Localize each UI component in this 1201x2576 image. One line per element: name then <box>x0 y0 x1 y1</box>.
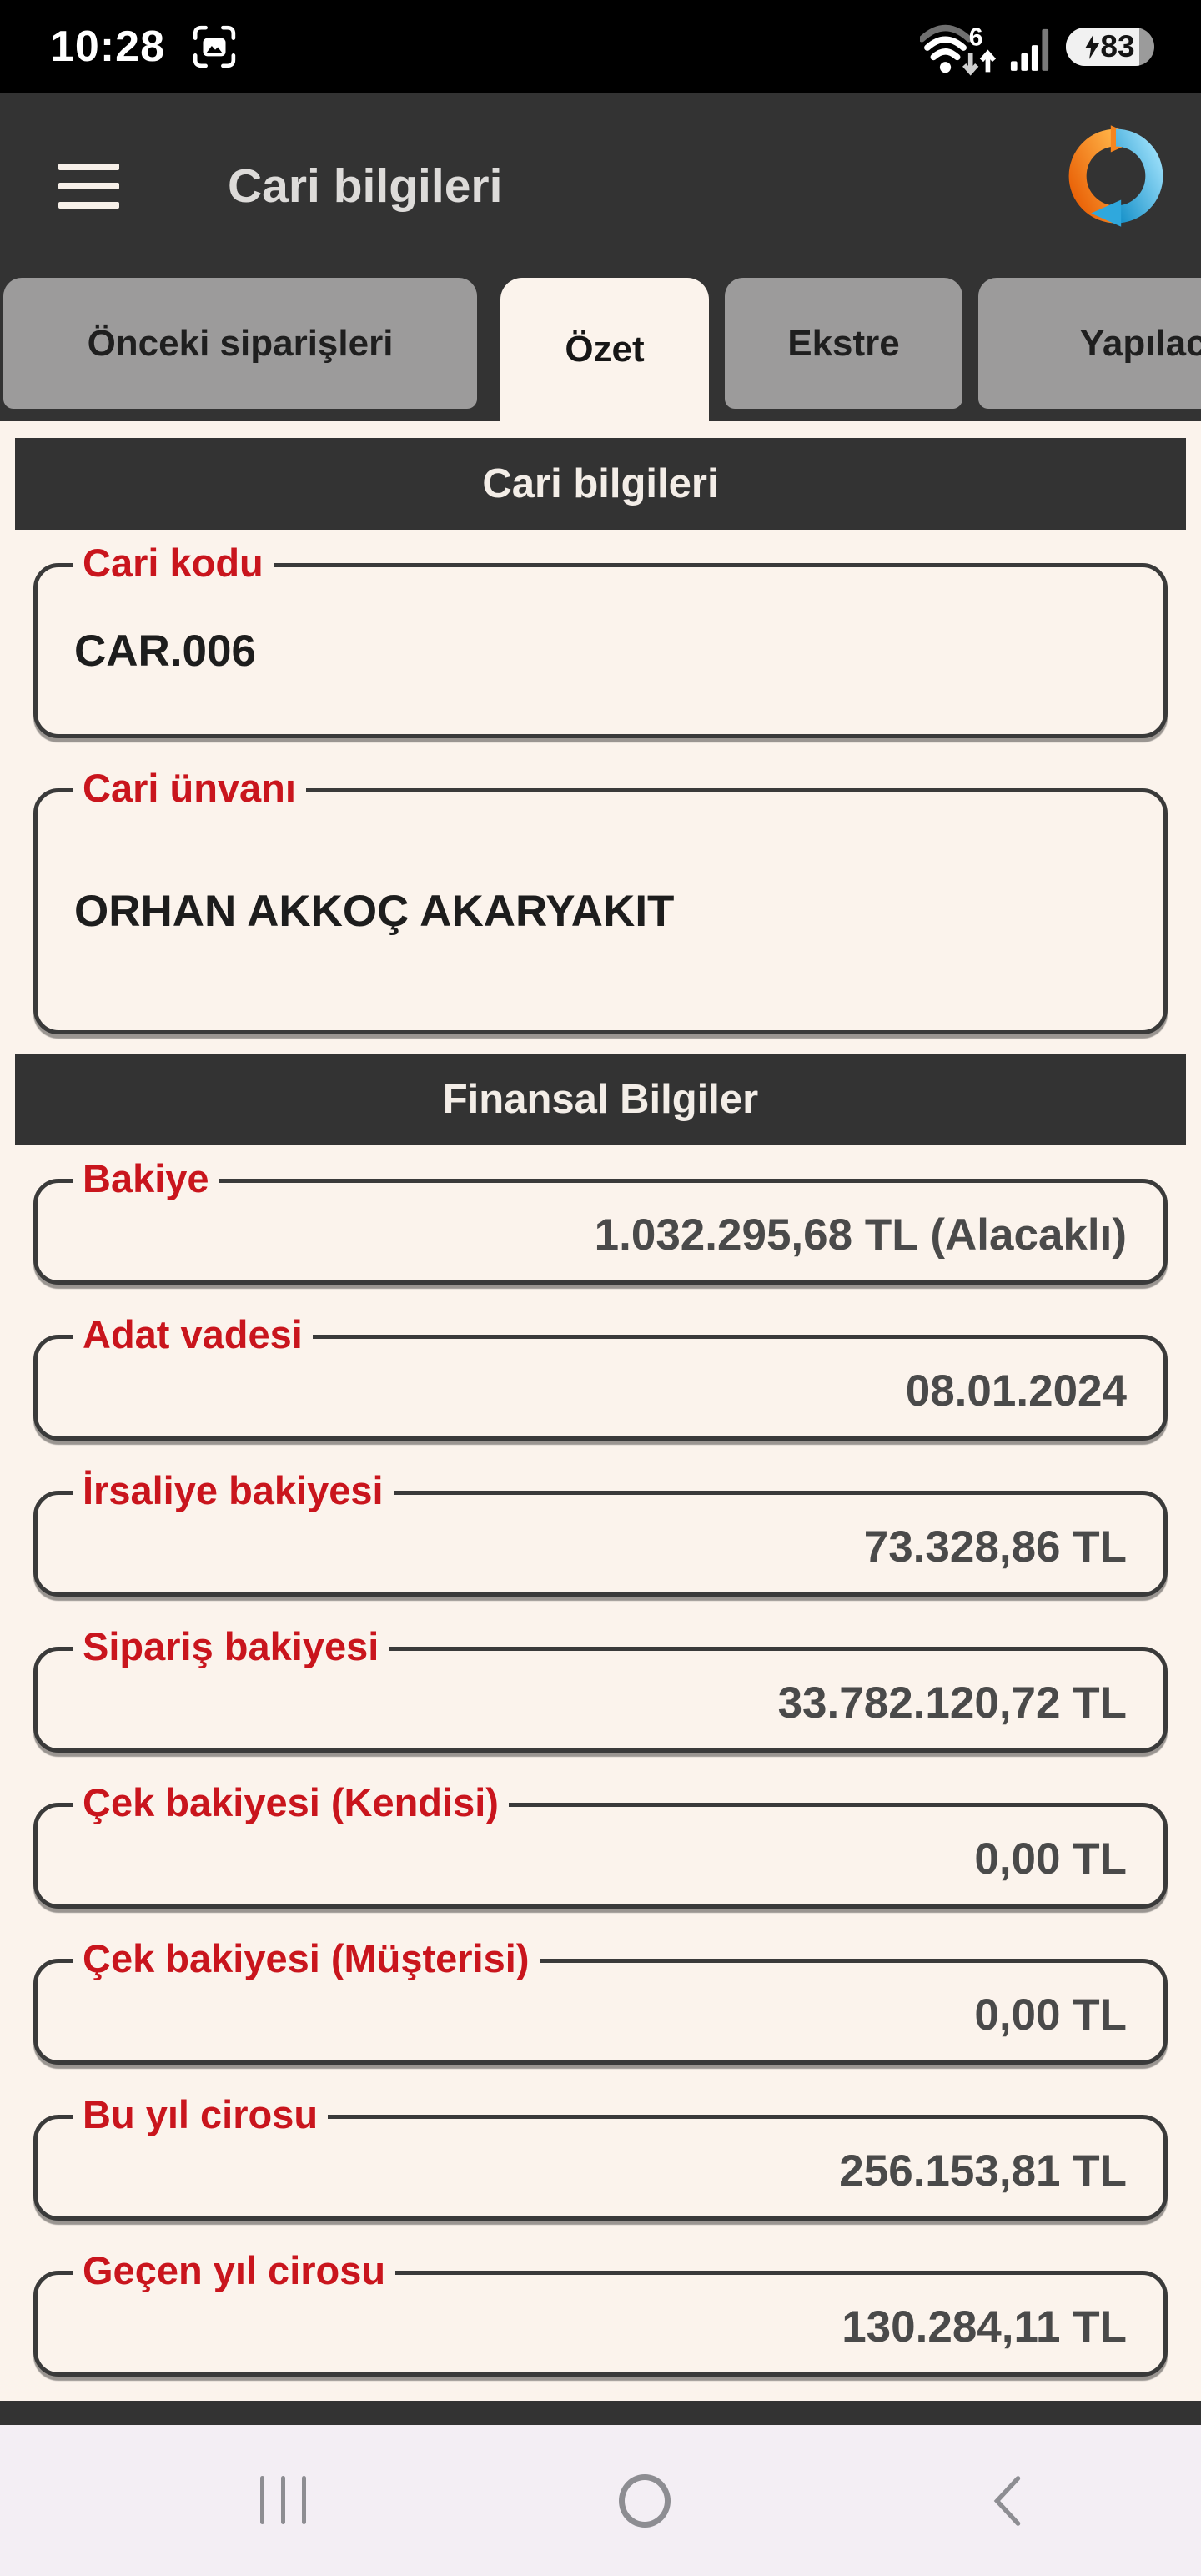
battery-fill <box>1066 28 1139 66</box>
tab-onceki-siparisleri[interactable]: Önceki siparişleri <box>3 278 477 409</box>
home-icon[interactable] <box>619 2474 671 2528</box>
field-label: İrsaliye bakiyesi <box>73 1467 394 1514</box>
field-value: 08.01.2024 <box>905 1366 1127 1416</box>
field-siparis-bakiyesi: Sipariş bakiyesi 33.782.120,72 TL <box>33 1623 1168 1753</box>
tab-yapilacak[interactable]: Yapılaca <box>978 278 1201 409</box>
back-icon[interactable] <box>989 2475 1024 2531</box>
wifi6-icon: 6 <box>918 22 999 81</box>
tab-ekstre[interactable]: Ekstre <box>725 278 962 409</box>
field-adat-vadesi: Adat vadesi 08.01.2024 <box>33 1311 1168 1441</box>
battery-text: 83 <box>1066 28 1154 66</box>
field-cek-bakiyesi-musterisi: Çek bakiyesi (Müşterisi) 0,00 TL <box>33 1935 1168 2065</box>
charging-bolt-icon <box>1085 34 1100 59</box>
field-value: 0,00 TL <box>974 1834 1127 1884</box>
field-label: Sipariş bakiyesi <box>73 1623 389 1670</box>
app-bar: Cari bilgileri <box>0 93 1201 278</box>
svg-text:6: 6 <box>969 23 983 51</box>
recents-icon[interactable] <box>260 2476 306 2524</box>
field-label: Cari ünvanı <box>73 765 306 812</box>
field-value: CAR.006 <box>74 626 256 676</box>
field-value: 73.328,86 TL <box>863 1522 1127 1572</box>
field-value: ORHAN AKKOÇ AKARYAKIT <box>74 887 675 936</box>
screenshot-icon <box>192 24 237 73</box>
section-header-cari-bilgileri: Cari bilgileri <box>15 438 1186 530</box>
field-cari-unvani: Cari ünvanı ORHAN AKKOÇ AKARYAKIT <box>33 765 1168 1034</box>
section-header-finansal-bilgiler: Finansal Bilgiler <box>15 1054 1186 1145</box>
field-label: Adat vadesi <box>73 1311 313 1358</box>
android-nav-bar <box>0 2425 1201 2576</box>
field-cari-kodu: Cari kodu CAR.006 <box>33 540 1168 738</box>
page-title: Cari bilgileri <box>228 158 503 213</box>
field-value: 0,00 TL <box>974 1990 1127 2040</box>
content-area: Cari bilgileri Cari kodu CAR.006 Cari ün… <box>0 421 1201 2425</box>
refresh-sync-icon[interactable] <box>1064 124 1168 232</box>
field-label: Çek bakiyesi (Kendisi) <box>73 1779 509 1826</box>
field-label: Bu yıl cirosu <box>73 2091 329 2138</box>
field-cek-bakiyesi-kendisi: Çek bakiyesi (Kendisi) 0,00 TL <box>33 1779 1168 1909</box>
signal-icon <box>1009 24 1051 77</box>
field-value: 1.032.295,68 TL (Alacaklı) <box>594 1210 1127 1260</box>
battery-percent: 83 <box>1100 29 1135 63</box>
field-value: 33.782.120,72 TL <box>777 1678 1127 1728</box>
content-bottom-strip <box>0 2401 1201 2425</box>
status-time: 10:28 <box>50 23 165 71</box>
field-label: Cari kodu <box>73 540 274 586</box>
tab-bar: Önceki siparişleri Özet Ekstre Yapılaca <box>0 278 1201 421</box>
field-bu-yil-cirosu: Bu yıl cirosu 256.153,81 TL <box>33 2091 1168 2221</box>
hamburger-menu-icon[interactable] <box>58 163 119 209</box>
status-bar: 10:28 6 <box>0 0 1201 93</box>
field-value: 256.153,81 TL <box>839 2146 1127 2196</box>
battery-icon: 83 <box>1066 28 1154 66</box>
field-gecen-yil-cirosu: Geçen yıl cirosu 130.284,11 TL <box>33 2247 1168 2377</box>
field-irsaliye-bakiyesi: İrsaliye bakiyesi 73.328,86 TL <box>33 1467 1168 1597</box>
field-value: 130.284,11 TL <box>842 2302 1127 2352</box>
field-label: Çek bakiyesi (Müşterisi) <box>73 1935 540 1982</box>
field-label: Bakiye <box>73 1155 219 1202</box>
field-label: Geçen yıl cirosu <box>73 2247 396 2294</box>
tab-ozet[interactable]: Özet <box>500 278 709 421</box>
field-bakiye: Bakiye 1.032.295,68 TL (Alacaklı) <box>33 1155 1168 1285</box>
